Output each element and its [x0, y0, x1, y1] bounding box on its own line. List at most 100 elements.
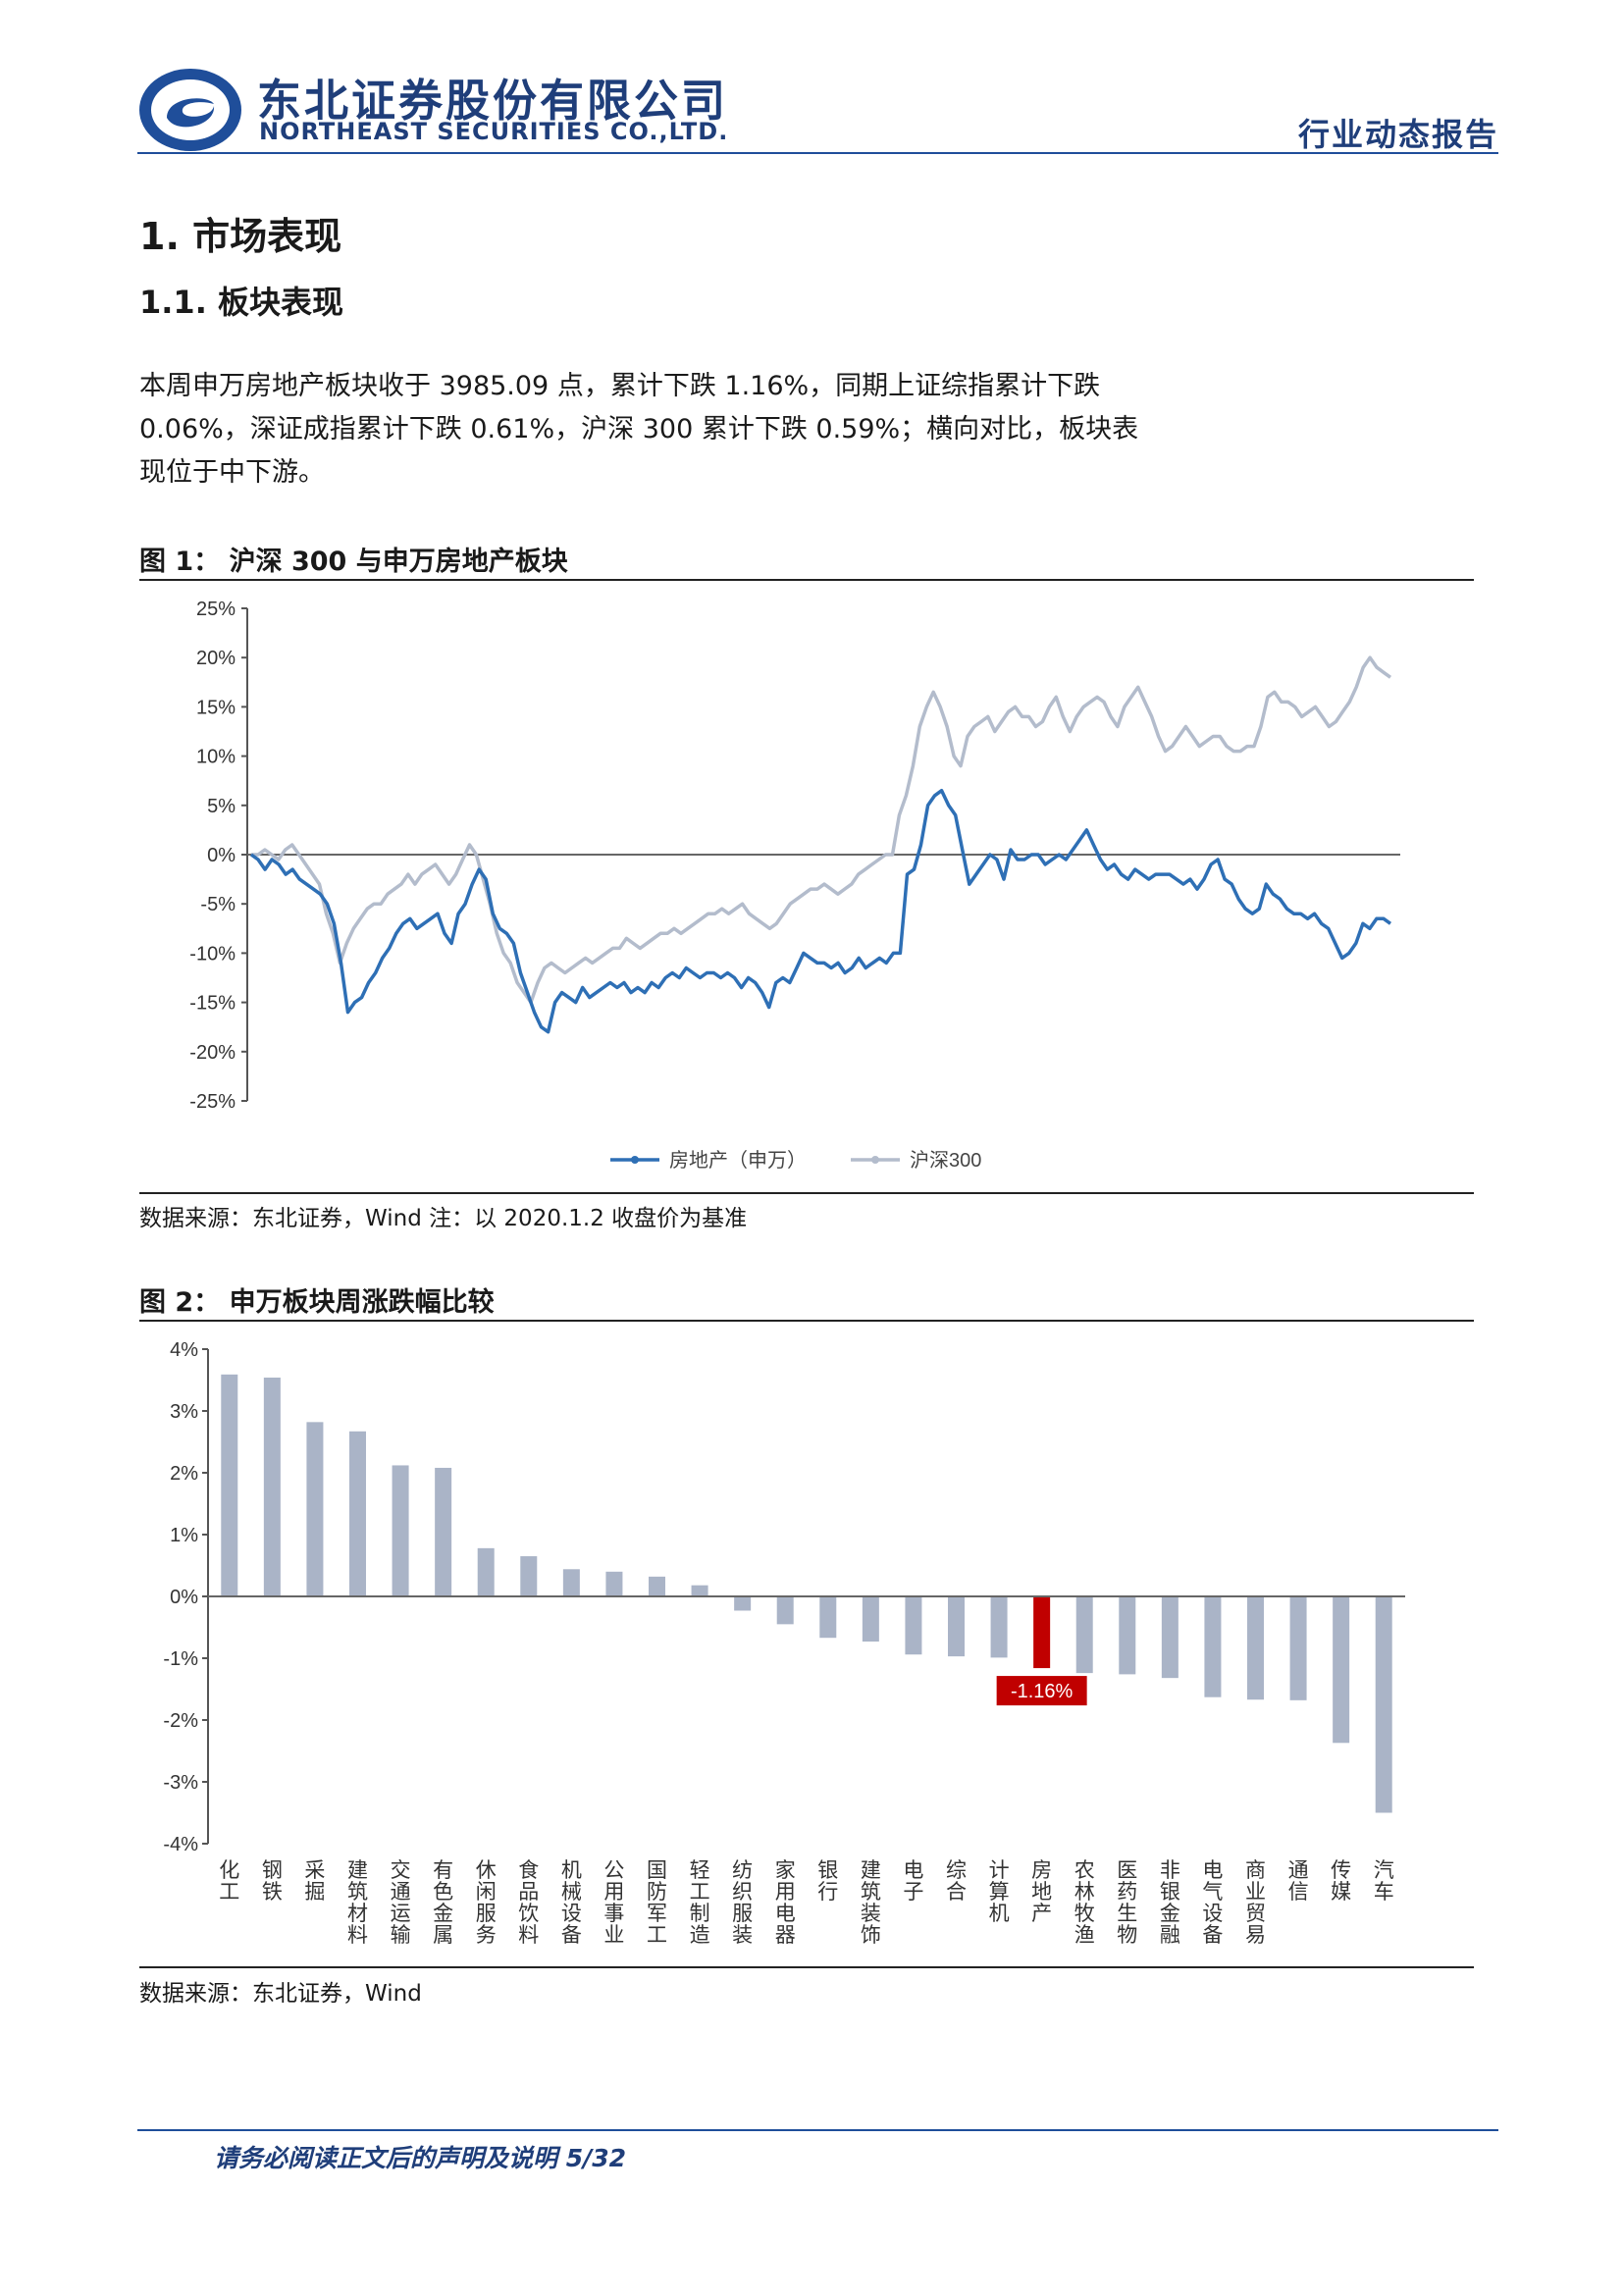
y-tick-label: 25%	[196, 599, 236, 620]
category-label: 综合	[946, 1859, 967, 1904]
y-tick-label: 4%	[170, 1339, 198, 1361]
y-tick-label: -25%	[189, 1091, 236, 1113]
body-paragraph-line-3: 现位于中下游。	[139, 457, 325, 488]
category-label: 计算机	[989, 1859, 1010, 1925]
highlight-data-label: -1.16%	[1011, 1681, 1074, 1702]
category-label: 通信	[1288, 1859, 1309, 1904]
bar-9	[605, 1571, 623, 1596]
footer-divider	[137, 2129, 1498, 2131]
bar-25	[1289, 1596, 1307, 1700]
category-label: 银行	[817, 1859, 838, 1904]
line-chart: 25% 20% 15% 10% 5% 0% -5% -10% -15% -20% -25% 房地产（申…	[189, 599, 1400, 1172]
figure-2-source: 数据来源：东北证券，Wind	[139, 1981, 422, 2007]
y-tick-label: -1%	[163, 1648, 198, 1670]
bar-16	[905, 1596, 922, 1655]
bar-26	[1333, 1596, 1350, 1744]
category-label: 化工	[219, 1859, 239, 1904]
category-label: 轻工制造	[690, 1859, 710, 1947]
highlight-label-box	[996, 1676, 1087, 1706]
y-tick-label: -15%	[189, 993, 236, 1015]
bar-21	[1119, 1596, 1136, 1675]
section-title: 1. 市场表现	[139, 215, 342, 258]
category-label: 建筑装饰	[861, 1859, 881, 1947]
bar-10	[649, 1576, 665, 1596]
category-label: 家用电器	[775, 1859, 796, 1947]
bar-13	[776, 1596, 794, 1625]
bar-6	[477, 1547, 495, 1596]
bar-5	[435, 1467, 452, 1596]
category-label: 休闲服务	[476, 1859, 497, 1947]
bar-12	[734, 1596, 752, 1611]
y-tick-label: 20%	[196, 648, 236, 669]
bar-23	[1204, 1596, 1222, 1697]
category-label: 食品饮料	[518, 1859, 539, 1947]
y-tick-label: 3%	[170, 1401, 198, 1423]
category-label: 传媒	[1331, 1859, 1351, 1904]
bar-19	[1033, 1596, 1051, 1669]
bar-24	[1247, 1596, 1264, 1700]
y-tick-label: -2%	[163, 1710, 198, 1732]
header-divider	[137, 152, 1498, 154]
y-tick-label: -5%	[200, 894, 236, 915]
figure-2-title: 图 2： 申万板块周涨跌幅比较	[139, 1287, 495, 1318]
report-type-label: 行业动态报告	[1297, 116, 1498, 153]
body-paragraph-line-2: 0.06%，深证成指累计下跌 0.61%，沪深 300 累计下跌 0.59%；横…	[139, 414, 1139, 444]
figure-1-bottom-rule	[139, 1192, 1474, 1194]
company-name-cn: 东北证券股份有限公司	[257, 75, 729, 127]
y-tick-label: -10%	[189, 943, 236, 965]
company-name-en: NORTHEAST SECURITIES CO.,LTD.	[259, 118, 729, 145]
northeast-securities-logo-icon	[139, 69, 241, 151]
legend-label-hs300: 沪深300	[910, 1149, 981, 1172]
y-tick-label: 0%	[207, 845, 236, 866]
category-label: 机械设备	[561, 1859, 582, 1947]
legend-label-realestate: 房地产（申万）	[669, 1149, 807, 1172]
y-tick-label: 10%	[196, 747, 236, 768]
bar-27	[1375, 1596, 1392, 1813]
bar-11	[691, 1585, 708, 1596]
figure-2-bottom-rule	[139, 1966, 1474, 1968]
category-label: 医药生物	[1117, 1859, 1137, 1947]
y-tick-label: 2%	[170, 1463, 198, 1485]
bar-4	[392, 1465, 409, 1596]
category-label: 纺织服装	[732, 1859, 753, 1947]
series-line-hs300	[251, 655, 1392, 1005]
y-tick-label: 15%	[196, 697, 236, 718]
y-tick-label: 0%	[170, 1587, 198, 1608]
category-label: 农林牧渔	[1074, 1859, 1095, 1947]
category-label: 非银金融	[1160, 1859, 1180, 1947]
y-tick-label: -3%	[163, 1772, 198, 1794]
category-label: 电气设备	[1202, 1859, 1223, 1947]
bar-1	[263, 1377, 281, 1596]
y-tick-label: -20%	[189, 1042, 236, 1064]
y-tick-label: 1%	[170, 1525, 198, 1546]
bar-17	[948, 1596, 965, 1657]
bar-20	[1075, 1596, 1093, 1674]
bar-22	[1161, 1596, 1179, 1679]
y-tick-label: 5%	[207, 796, 236, 817]
series-line-realestate	[249, 788, 1392, 1034]
legend-marker-hs300	[871, 1156, 879, 1164]
category-label: 交通运输	[391, 1859, 411, 1947]
category-label: 商业贸易	[1245, 1859, 1266, 1947]
category-label: 汽车	[1374, 1859, 1394, 1904]
category-label: 国防军工	[647, 1859, 667, 1947]
bar-8	[562, 1569, 580, 1596]
category-label: 钢铁	[262, 1859, 283, 1904]
figure-1-title: 图 1： 沪深 300 与申万房地产板块	[139, 547, 568, 577]
bar-2	[306, 1422, 324, 1596]
bar-0	[221, 1374, 238, 1596]
category-label: 房地产	[1031, 1859, 1052, 1925]
subsection-title: 1.1. 板块表现	[139, 284, 343, 321]
category-label: 有色金属	[433, 1859, 453, 1947]
figure-2-top-rule	[139, 1320, 1474, 1322]
body-paragraph-line-1: 本周申万房地产板块收于 3985.09 点，累计下跌 1.16%，同期上证综指累…	[139, 371, 1101, 401]
bar-7	[520, 1556, 538, 1596]
category-label: 建筑材料	[347, 1859, 368, 1947]
category-label: 公用事业	[603, 1859, 624, 1947]
bar-14	[819, 1596, 837, 1639]
legend-marker-realestate	[631, 1156, 639, 1164]
bar-15	[862, 1596, 879, 1642]
footer-disclaimer: 请务必阅读正文后的声明及说明 5/32	[214, 2144, 627, 2172]
bar-3	[349, 1431, 366, 1596]
